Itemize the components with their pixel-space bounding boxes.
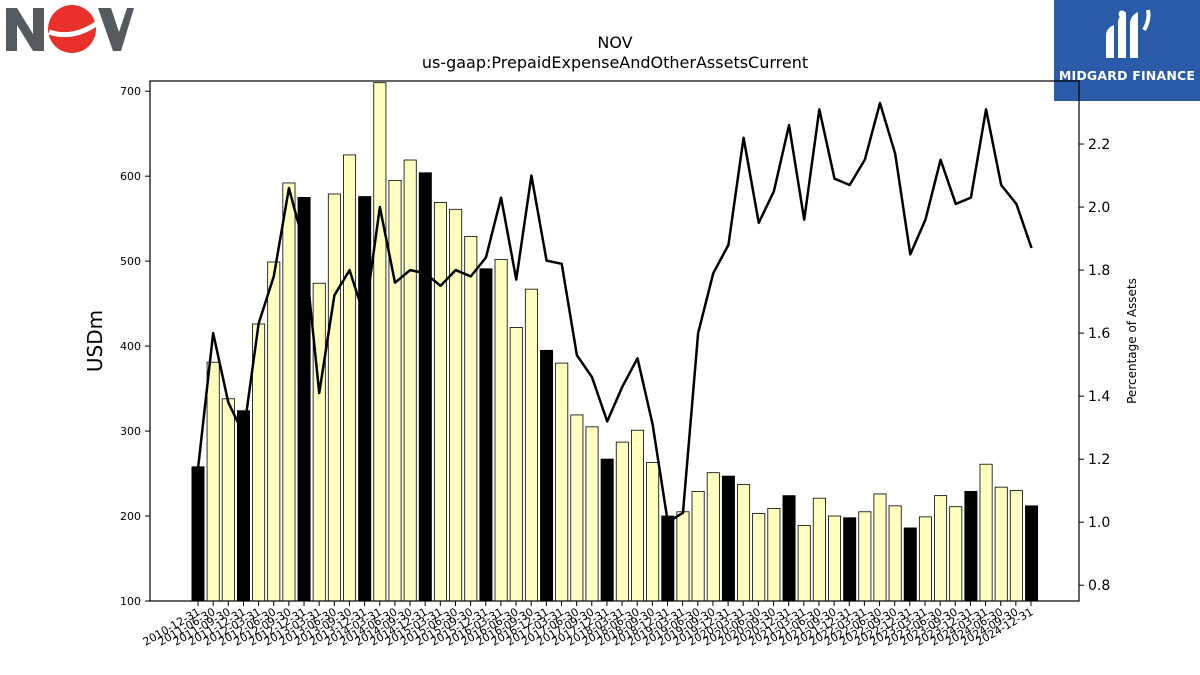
bar-2020-09-30 xyxy=(782,495,796,602)
bar-2011-09-30 xyxy=(236,410,250,602)
bar-2019-12-31 xyxy=(737,484,751,602)
y-tick-label: 400 xyxy=(120,340,141,353)
bar-2016-03-31 xyxy=(509,327,523,602)
bar-2020-03-31 xyxy=(752,513,766,602)
bar-2012-09-30 xyxy=(297,197,311,602)
bar-2014-06-30 xyxy=(403,159,417,602)
bar-2021-06-30 xyxy=(828,515,842,602)
bar-2022-12-31 xyxy=(918,516,932,602)
y2-tick-label: 2.0 xyxy=(1088,200,1110,216)
y2-tick-label: 1.4 xyxy=(1088,389,1110,405)
bar-2017-09-30 xyxy=(600,458,614,602)
x-axis-ticks: 2010-12-312011-06-302011-09-302011-12-31… xyxy=(141,601,1036,649)
bar-2023-12-31 xyxy=(979,463,993,602)
bar-2016-06-30 xyxy=(524,288,538,602)
bar-2013-12-31 xyxy=(373,82,387,602)
bar-2022-03-31 xyxy=(873,493,887,602)
y2-tick-label: 1.2 xyxy=(1088,452,1110,468)
bar-2023-03-31 xyxy=(934,495,948,602)
chart-title: NOV xyxy=(597,33,632,52)
chart-subtitle: us-gaap:PrepaidExpenseAndOtherAssetsCurr… xyxy=(422,53,808,72)
y2-tick-label: 1.8 xyxy=(1088,263,1110,279)
bar-2016-12-31 xyxy=(555,362,569,602)
bar-2024-06-30 xyxy=(1009,490,1023,602)
bar-2016-09-30 xyxy=(540,349,554,602)
bar-2011-03-31 xyxy=(206,361,220,602)
bar-2023-06-30 xyxy=(949,506,963,602)
y2-tick-label: 1.0 xyxy=(1088,515,1110,531)
bar-2017-03-31 xyxy=(570,414,584,602)
y-tick-label: 200 xyxy=(120,510,141,523)
bar-2022-09-30 xyxy=(903,527,917,602)
bar-2015-06-30 xyxy=(464,236,478,602)
bar-2012-06-30 xyxy=(282,182,296,602)
y-tick-label: 600 xyxy=(120,170,141,183)
nov-logo xyxy=(0,0,140,62)
bar-2020-12-31 xyxy=(797,524,811,602)
bar-2014-12-31 xyxy=(433,202,447,602)
bar-2019-06-30 xyxy=(706,472,720,602)
bar-2017-12-31 xyxy=(615,441,629,602)
percentage-of-assets-line xyxy=(196,101,1033,524)
bar-2023-09-30 xyxy=(964,490,978,602)
midgard-finance-logo: MIDGARD FINANCE xyxy=(1054,0,1200,101)
y2-axis-label: Percentage of Assets xyxy=(1125,278,1139,404)
bar-2011-12-31 xyxy=(252,323,266,602)
bar-2010-12-31 xyxy=(191,466,205,602)
bar-2021-09-30 xyxy=(843,517,857,602)
bar-2014-09-30 xyxy=(418,172,432,602)
y2-tick-label: 1.6 xyxy=(1088,326,1110,342)
bar-2024-09-30 xyxy=(1025,505,1039,602)
bar-2012-12-31 xyxy=(312,282,326,602)
bar-2017-06-30 xyxy=(585,426,599,602)
plot-frame xyxy=(149,80,1080,602)
bar-2020-06-30 xyxy=(767,507,781,602)
bar-2013-09-30 xyxy=(358,196,372,602)
bar-2013-03-31 xyxy=(327,193,341,602)
bar-2021-03-31 xyxy=(812,497,826,602)
partner-name: MIDGARD FINANCE xyxy=(1058,68,1196,83)
bar-2018-06-30 xyxy=(646,462,660,602)
y-tick-label: 500 xyxy=(120,255,141,268)
bar-2018-03-31 xyxy=(630,429,644,602)
y-tick-label: 300 xyxy=(120,425,141,438)
y-axis-label: USDm xyxy=(83,310,107,372)
y-tick-label: 100 xyxy=(120,595,141,608)
bar-2015-09-30 xyxy=(479,268,493,602)
midgard-emblem-icon xyxy=(1106,9,1151,58)
y-tick-label: 700 xyxy=(120,85,141,98)
bar-2015-03-31 xyxy=(449,208,463,602)
bar-2022-06-30 xyxy=(888,505,902,602)
bar-2015-12-31 xyxy=(494,259,508,602)
bar-2018-12-31 xyxy=(676,511,690,602)
bar-2019-03-31 xyxy=(691,490,705,602)
bar-2011-06-30 xyxy=(221,398,235,602)
y2-tick-label: 0.8 xyxy=(1088,578,1110,594)
bar-2014-03-31 xyxy=(388,180,402,602)
y2-tick-label: 2.2 xyxy=(1088,137,1110,153)
bar-2013-06-30 xyxy=(343,154,357,602)
bar-2024-03-31 xyxy=(994,486,1008,602)
bars-group xyxy=(191,82,1039,602)
right-axis-ticks: 0.8 1.0 1.2 1.4 1.6 1.8 2.0 2.2 xyxy=(1079,137,1110,594)
bar-2018-09-30 xyxy=(661,515,675,602)
bar-2019-09-30 xyxy=(721,475,735,602)
left-axis-ticks: 100 200 300 400 500 600 700 xyxy=(120,85,150,608)
bar-2021-12-31 xyxy=(858,511,872,602)
bar-2012-03-31 xyxy=(267,261,281,602)
